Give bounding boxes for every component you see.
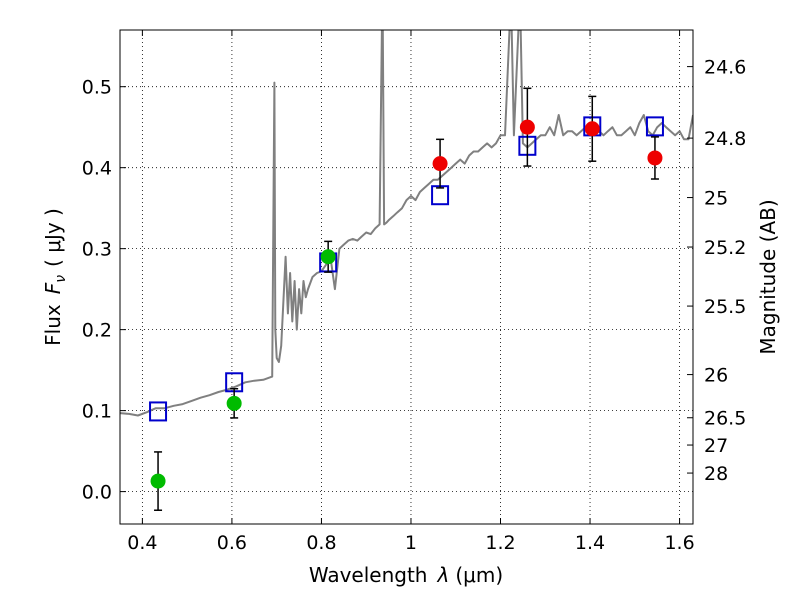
y2-tick-label: 25: [704, 188, 728, 210]
y-tick-label: 0.0: [82, 482, 112, 504]
model-square: [645, 116, 664, 137]
y-tick-label: 0.4: [82, 158, 112, 180]
data-point: [647, 150, 663, 166]
y-axis-label: FluxFν( μJy ): [41, 208, 69, 346]
data-point: [519, 119, 535, 135]
grid-lines: [120, 30, 693, 524]
x-tick-label: 1.4: [575, 532, 605, 554]
data-point: [150, 473, 166, 489]
spectrum-line: [120, 30, 693, 417]
markers-group: [149, 87, 664, 511]
data-point: [432, 156, 448, 172]
x-tick-label: 0.8: [306, 532, 336, 554]
data-point: [226, 395, 242, 411]
y2-tick-label: 25.2: [704, 237, 746, 259]
y-tick-label: 0.5: [82, 77, 112, 99]
y2-tick-label: 26: [704, 365, 728, 387]
spectrum-group: [120, 30, 693, 417]
data-point: [584, 121, 600, 137]
x-axis-label: Wavelength λ (μm): [309, 563, 503, 587]
data-point: [320, 249, 336, 265]
y-tick-label: 0.1: [82, 401, 112, 423]
model-square: [149, 401, 168, 422]
y2-tick-label: 28: [704, 463, 728, 485]
y2-tick-label: 24.6: [704, 57, 746, 79]
y2-tick-label: 26.5: [704, 408, 746, 430]
y-tick-label: 0.2: [82, 320, 112, 342]
y2-tick-label: 24.8: [704, 128, 746, 150]
plot-frame: [119, 29, 694, 525]
ticks-group: 0.4 0.6 0.8 1 1.2 1.4 1.6 0.0 0.1 0.2 0.3 0.4 0.5 24.…: [82, 30, 746, 554]
x-tick-label: 0.4: [127, 532, 157, 554]
y-tick-label: 0.3: [82, 239, 112, 261]
model-square: [431, 185, 450, 206]
x-tick-label: 1.6: [664, 532, 694, 554]
y2-tick-label: 25.5: [704, 296, 746, 318]
x-tick-label: 0.6: [217, 532, 247, 554]
x-tick-label: 1.2: [485, 532, 515, 554]
y2-axis-label: Magnitude (AB): [756, 199, 780, 354]
x-tick-label: 1: [405, 532, 417, 554]
y2-tick-label: 27: [704, 435, 728, 457]
